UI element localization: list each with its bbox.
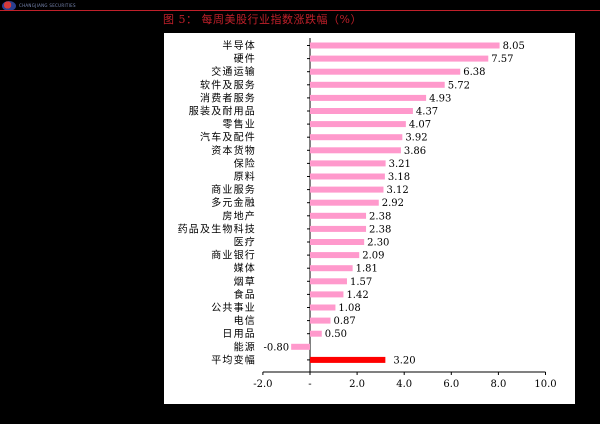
bar bbox=[310, 225, 367, 232]
category-label: 商业银行 bbox=[211, 249, 256, 262]
bar bbox=[310, 265, 353, 272]
data-label: -0.80 bbox=[264, 342, 290, 353]
bar bbox=[310, 147, 401, 154]
category-label: 半导体 bbox=[222, 39, 256, 52]
category-label: 交通运输 bbox=[211, 65, 256, 78]
category-label: 硬件 bbox=[234, 53, 256, 65]
data-label: 8.05 bbox=[503, 41, 525, 52]
bar bbox=[310, 55, 489, 62]
bar bbox=[310, 278, 347, 285]
data-label: 1.57 bbox=[350, 277, 372, 288]
category-label: 食品 bbox=[234, 288, 256, 301]
category-label: 平均变幅 bbox=[211, 353, 256, 366]
bar bbox=[310, 252, 360, 259]
category-label: 公共事业 bbox=[211, 301, 256, 314]
category-label: 原料 bbox=[234, 170, 256, 183]
x-tick-label: 10.0 bbox=[534, 379, 556, 390]
bar bbox=[310, 121, 406, 128]
category-label: 保险 bbox=[234, 157, 256, 170]
data-label: 2.30 bbox=[367, 238, 389, 249]
data-label: 3.12 bbox=[386, 185, 408, 196]
category-label: 软件及服务 bbox=[200, 78, 256, 91]
data-label: 4.07 bbox=[409, 120, 431, 131]
category-label: 能源 bbox=[234, 340, 256, 353]
category-label: 资本货物 bbox=[211, 144, 256, 157]
category-label: 药品及生物科技 bbox=[178, 222, 256, 235]
data-label: 7.57 bbox=[491, 54, 513, 65]
x-tick-label: 8.0 bbox=[490, 379, 506, 390]
data-label: 3.92 bbox=[405, 133, 427, 144]
data-label: 1.08 bbox=[338, 303, 360, 314]
data-label: 0.87 bbox=[333, 316, 355, 327]
category-label: 医疗 bbox=[234, 236, 256, 249]
data-label: 6.38 bbox=[463, 67, 485, 78]
bar bbox=[310, 212, 367, 219]
data-label: 4.37 bbox=[416, 107, 438, 118]
bar bbox=[310, 317, 331, 324]
broker-logo: CHANGJIANG SECURITIES bbox=[0, 0, 100, 11]
bar bbox=[310, 81, 445, 88]
data-label: 1.42 bbox=[346, 290, 368, 301]
category-label: 多元金融 bbox=[211, 196, 256, 209]
category-label: 房地产 bbox=[222, 209, 256, 222]
bar bbox=[310, 134, 403, 141]
category-label: 烟草 bbox=[234, 275, 256, 288]
x-tick-label: -2.0 bbox=[253, 379, 272, 390]
bar bbox=[310, 160, 386, 167]
data-label: 2.38 bbox=[369, 224, 391, 235]
bar bbox=[310, 199, 379, 206]
data-label: 3.21 bbox=[389, 159, 411, 170]
bar bbox=[310, 330, 322, 337]
bar bbox=[310, 356, 386, 363]
x-tick-label: 4.0 bbox=[396, 379, 412, 390]
data-label: 3.20 bbox=[393, 355, 415, 366]
bar bbox=[310, 291, 344, 298]
bar bbox=[310, 42, 500, 49]
data-label: 3.18 bbox=[388, 172, 410, 183]
logo-text: CHANGJIANG SECURITIES bbox=[19, 3, 76, 8]
bar bbox=[310, 239, 365, 245]
data-label: 4.93 bbox=[429, 93, 451, 104]
x-tick-label: - bbox=[308, 379, 311, 390]
category-label: 服装及耐用品 bbox=[189, 105, 256, 118]
plot-panel bbox=[164, 33, 575, 404]
bar bbox=[310, 94, 427, 101]
category-label: 消费者服务 bbox=[200, 91, 256, 104]
data-label: 2.38 bbox=[369, 211, 391, 222]
category-label: 电信 bbox=[234, 314, 256, 327]
logo-icon bbox=[2, 0, 16, 11]
bar bbox=[310, 68, 461, 75]
bar bbox=[310, 173, 385, 180]
header-rule bbox=[0, 10, 600, 11]
data-label: 3.86 bbox=[404, 146, 426, 157]
data-label: 2.09 bbox=[362, 251, 384, 262]
category-label: 媒体 bbox=[234, 263, 256, 275]
category-label: 日用品 bbox=[222, 328, 256, 340]
category-label: 零售业 bbox=[222, 118, 256, 131]
bar bbox=[310, 108, 413, 114]
x-tick-label: 2.0 bbox=[349, 379, 365, 390]
bar bbox=[310, 186, 384, 193]
data-label: 1.81 bbox=[356, 264, 378, 275]
category-label: 商业服务 bbox=[211, 183, 256, 196]
data-label: 0.50 bbox=[325, 329, 347, 340]
data-label: 5.72 bbox=[448, 80, 470, 91]
x-tick-label: 6.0 bbox=[443, 379, 459, 390]
data-label: 2.92 bbox=[382, 198, 404, 209]
figure-title: 图 5： 每周美股行业指数涨跌幅（%） bbox=[163, 13, 362, 26]
bar bbox=[291, 343, 310, 350]
bar bbox=[310, 304, 336, 311]
category-label: 汽车及配件 bbox=[200, 131, 256, 144]
